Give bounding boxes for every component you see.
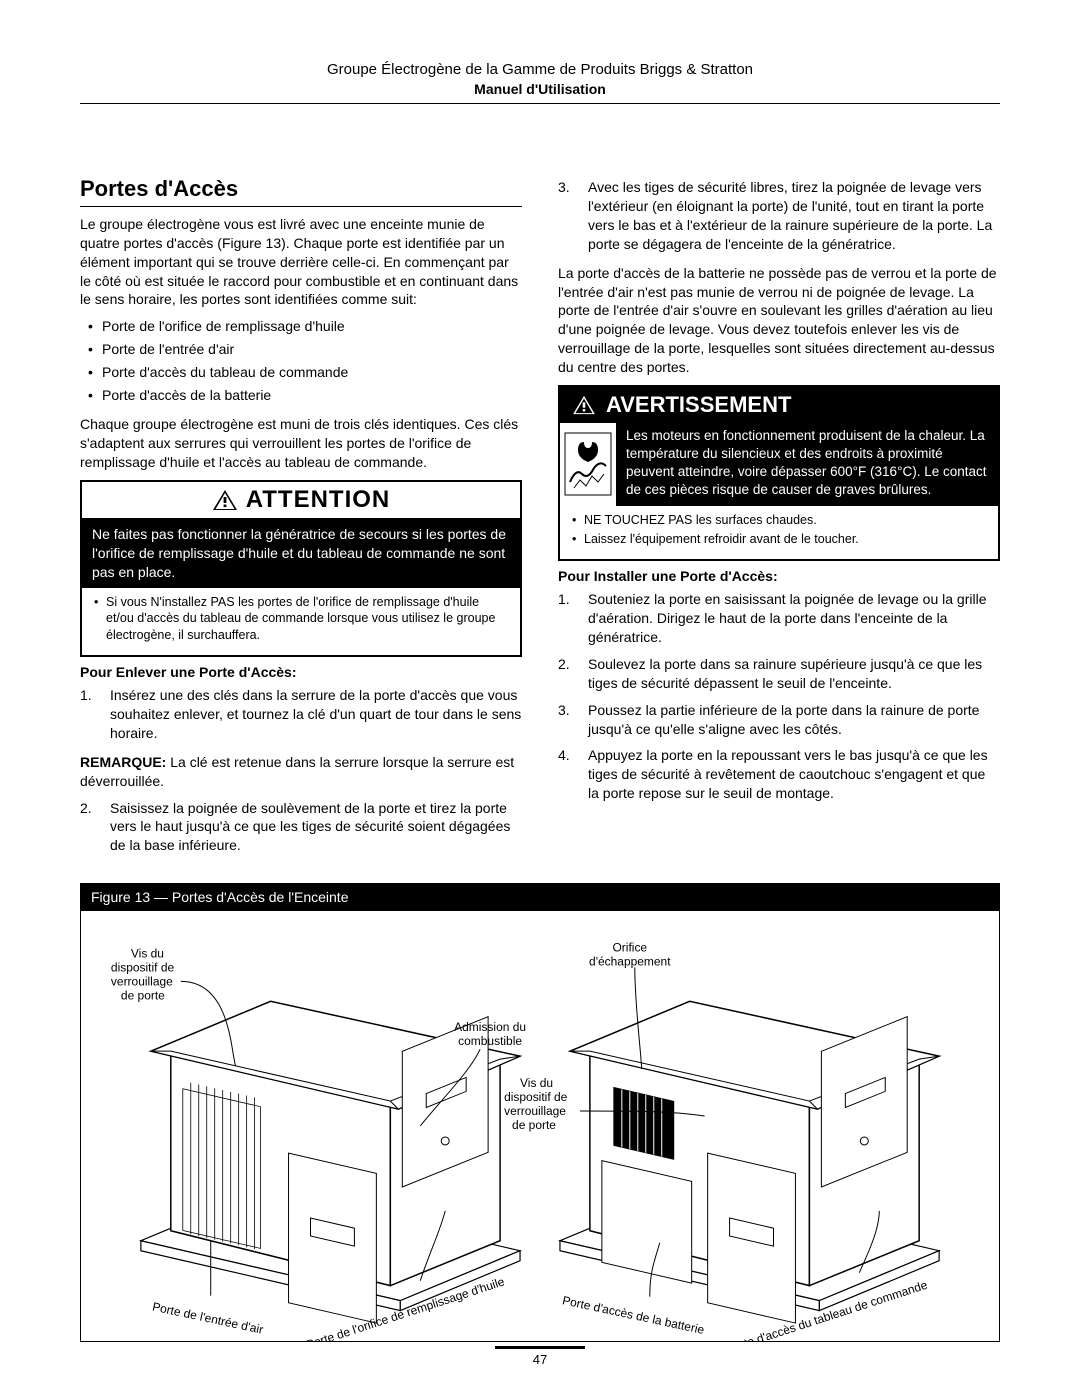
list-item: 1. Insérez une des clés dans la serrure … (80, 686, 522, 743)
attention-callout: ATTENTION Ne faites pas fonctionner la g… (80, 480, 522, 658)
step-text: Soulevez la porte dans sa rainure supéri… (588, 655, 1000, 693)
attention-title-text: ATTENTION (246, 484, 391, 516)
step-number: 1. (80, 686, 98, 743)
page-number-value: 47 (533, 1352, 547, 1367)
remove-steps: 1. Insérez une des clés dans la serrure … (80, 686, 522, 743)
section-heading-portes: Portes d'Accès (80, 174, 522, 207)
list-item: NE TOUCHEZ PAS les surfaces chaudes. (572, 512, 986, 529)
list-item: Porte de l'orifice de remplissage d'huil… (80, 317, 522, 336)
warning-title: AVERTISSEMENT (560, 387, 998, 423)
page-number: 47 (0, 1346, 1080, 1369)
step-text: Saisissez la poignée de soulèvement de l… (110, 799, 522, 856)
enclosure-right-drawing (560, 1001, 939, 1323)
install-heading: Pour Installer une Porte d'Accès: (558, 567, 1000, 586)
keys-paragraph: Chaque groupe électrogène est muni de tr… (80, 415, 522, 472)
label-door-battery: Porte d'accès de la batterie (561, 1293, 706, 1337)
list-item: Si vous N'installez PAS les portes de l'… (94, 594, 508, 645)
burn-hazard-icon (560, 423, 616, 506)
step-number: 4. (558, 746, 576, 803)
step-text: Insérez une des clés dans la serrure de … (110, 686, 522, 743)
page-number-bar (495, 1346, 585, 1349)
list-item: 2. Soulevez la porte dans sa rainure supé… (558, 655, 1000, 693)
list-item: 3. Avec les tiges de sécurité libres, ti… (558, 178, 1000, 254)
page-header: Groupe Électrogène de la Gamme de Produi… (80, 60, 1000, 104)
list-item: 3. Poussez la partie inférieure de la por… (558, 701, 1000, 739)
remove-steps-cont: 2. Saisissez la poignée de soulèvement d… (80, 799, 522, 856)
header-manual-title: Manuel d'Utilisation (80, 80, 1000, 99)
alert-triangle-icon (572, 395, 596, 415)
step-text: Poussez la partie inférieure de la porte… (588, 701, 1000, 739)
warning-dark-text: Les moteurs en fonctionnement produisent… (616, 423, 998, 506)
alert-triangle-icon (212, 489, 238, 511)
list-item: Porte d'accès de la batterie (80, 386, 522, 405)
right-column: 3. Avec les tiges de sécurité libres, ti… (558, 174, 1000, 865)
step-text: Souteniez la porte en saisissant la poig… (588, 590, 1000, 647)
attention-title: ATTENTION (82, 482, 520, 519)
warning-title-text: AVERTISSEMENT (606, 390, 791, 420)
install-steps: 1.Souteniez la porte en saisissant la po… (558, 590, 1000, 803)
label-vis-lock: Vis dudispositif deverrouillagede porte (111, 946, 175, 1002)
header-product-line: Groupe Électrogène de la Gamme de Produi… (80, 60, 1000, 80)
label-door-air: Porte de l'entrée d'air (151, 1300, 264, 1337)
list-item: Porte d'accès du tableau de commande (80, 363, 522, 382)
step-number: 3. (558, 701, 576, 739)
list-item: 1.Souteniez la porte en saisissant la po… (558, 590, 1000, 647)
label-fuel-inlet: Admission ducombustible (454, 1020, 526, 1048)
remove-steps-right: 3. Avec les tiges de sécurité libres, ti… (558, 178, 1000, 254)
step-text: Avec les tiges de sécurité libres, tirez… (588, 178, 1000, 254)
list-item: 4.Appuyez la porte en la repoussant vers… (558, 746, 1000, 803)
figure-caption: Figure 13 — Portes d'Accès de l'Enceinte (81, 884, 999, 911)
step-text: Appuyez la porte en la repoussant vers l… (588, 746, 1000, 803)
warning-body: Les moteurs en fonctionnement produisent… (560, 423, 998, 506)
remove-heading: Pour Enlever une Porte d'Accès: (80, 663, 522, 682)
label-exhaust: Orificed'échappement (589, 940, 671, 968)
list-item: Porte de l'entrée d'air (80, 340, 522, 359)
step-number: 1. (558, 590, 576, 647)
label-vis-lock-2: Vis dudispositif deverrouillagede porte (504, 1076, 568, 1132)
remark-label: REMARQUE: (80, 754, 166, 770)
step-number: 2. (558, 655, 576, 693)
step-number: 2. (80, 799, 98, 856)
attention-bullets: Si vous N'installez PAS les portes de l'… (82, 588, 520, 656)
figure-diagram: Vis dudispositif deverrouillagede porte … (81, 911, 999, 1341)
door-list: Porte de l'orifice de remplissage d'huil… (80, 317, 522, 405)
after-paragraph: La porte d'accès de la batterie ne possè… (558, 264, 1000, 377)
attention-dark-text: Ne faites pas fonctionner la génératrice… (82, 519, 520, 588)
enclosure-left-drawing (141, 1001, 520, 1323)
list-item: Laissez l'équipement refroidir avant de … (572, 531, 986, 548)
intro-paragraph: Le groupe électrogène vous est livré ave… (80, 215, 522, 309)
left-column: Portes d'Accès Le groupe électrogène vou… (80, 174, 522, 865)
warning-bullets: NE TOUCHEZ PAS les surfaces chaudes. Lai… (560, 506, 998, 560)
figure-13: Figure 13 — Portes d'Accès de l'Enceinte (80, 883, 1000, 1342)
warning-callout: AVERTISSEMENT Les moteurs en fonctionnem… (558, 385, 1000, 561)
list-item: 2. Saisissez la poignée de soulèvement d… (80, 799, 522, 856)
content-columns: Portes d'Accès Le groupe électrogène vou… (80, 174, 1000, 865)
remark-paragraph: REMARQUE: La clé est retenue dans la ser… (80, 753, 522, 791)
step-number: 3. (558, 178, 576, 254)
